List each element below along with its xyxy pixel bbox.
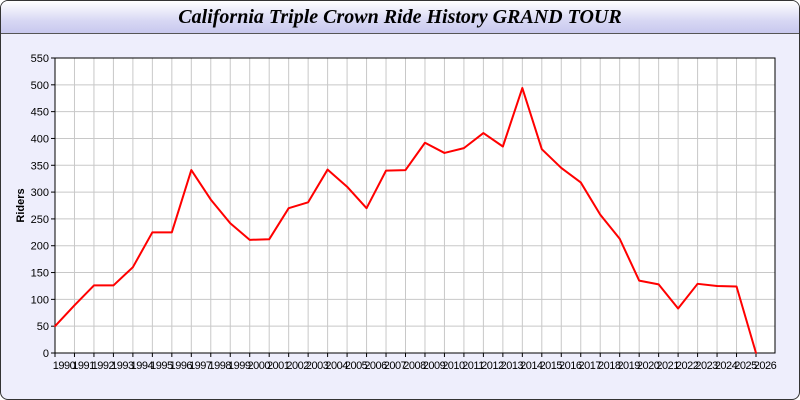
y-tick-label: 550 [31,53,49,65]
data-point [424,141,426,144]
data-point [365,207,368,209]
data-point [112,284,115,287]
data-point [560,167,563,169]
x-tick-label: 1994 [131,360,154,372]
y-tick-label: 0 [43,348,49,360]
x-tick-label: 2024 [715,360,738,372]
x-tick-label: 2018 [598,360,621,372]
data-point [599,213,602,216]
data-point [248,239,251,241]
y-tick-label: 450 [31,107,49,119]
x-tick-label: 1997 [189,360,212,372]
data-point [482,132,485,134]
y-tick-label: 250 [31,214,49,226]
data-point [307,201,309,204]
data-point [287,207,290,209]
x-tick-label: 2020 [637,360,660,372]
data-point [326,168,329,171]
data-point [755,352,757,354]
data-point [541,148,543,150]
data-point [346,185,348,188]
title-bar: California Triple Crown Ride History GRA… [1,1,799,34]
data-point [716,285,718,287]
data-point [190,169,193,171]
x-tick-label: 2026 [754,360,777,372]
chart-title: California Triple Crown Ride History GRA… [178,6,622,28]
x-tick-label: 2001 [267,360,290,372]
x-tick-label: 2002 [286,360,309,372]
x-tick-label: 2021 [656,360,679,372]
x-tick-label: 2010 [442,360,465,372]
x-tick-label: 1995 [150,360,173,372]
x-tick-label: 2016 [559,360,582,372]
x-tick-label: 2003 [306,360,329,372]
x-tick-label: 1991 [72,360,95,372]
data-point [696,283,699,285]
x-tick-label: 2009 [423,360,446,372]
data-point [229,222,232,224]
x-tick-label: 1998 [209,360,232,372]
x-tick-label: 2023 [695,360,718,372]
x-tick-label: 1990 [53,360,76,372]
data-point [677,307,679,310]
data-point [73,304,76,307]
x-tick-label: 1993 [111,360,134,372]
data-point [521,87,524,89]
y-tick-label: 100 [31,294,49,306]
data-point [268,238,270,241]
x-tick-label: 2017 [579,360,602,372]
data-point [404,169,407,171]
x-tick-label: 2008 [403,360,426,372]
data-point [385,169,387,172]
data-point [54,325,56,327]
x-tick-label: 2019 [617,360,640,372]
data-point [579,181,582,184]
data-point [638,279,640,282]
x-tick-label: 2014 [520,360,543,372]
x-tick-label: 2012 [481,360,504,372]
x-tick-label: 1992 [92,360,115,372]
x-tick-label: 2004 [325,360,348,372]
y-tick-label: 200 [31,241,49,253]
data-point [209,198,212,201]
x-tick-label: 2006 [364,360,387,372]
data-point [502,145,504,148]
x-tick-label: 2011 [462,360,484,372]
x-tick-label: 2025 [734,360,757,372]
data-point [618,237,621,240]
y-tick-label: 300 [31,187,49,199]
x-tick-label: 1996 [170,360,193,372]
data-point [93,284,95,287]
x-tick-label: 2005 [345,360,368,372]
x-tick-label: 2013 [501,360,524,372]
data-point [463,147,465,149]
x-tick-label: 2022 [676,360,699,372]
x-tick-label: 2015 [540,360,563,372]
data-point [657,283,660,286]
y-tick-label: 350 [31,160,49,172]
x-tick-label: 1999 [228,360,251,372]
x-tick-label: 2007 [384,360,407,372]
y-tick-label: 500 [31,80,49,92]
data-point [132,266,134,268]
data-point [735,285,738,288]
data-point [171,231,173,234]
y-tick-label: 150 [31,268,49,280]
data-point [443,152,446,154]
data-point [151,231,154,234]
plot-area [55,58,775,353]
plot-border [54,57,776,354]
x-tick-label: 2000 [247,360,270,372]
y-axis-label: Riders [15,188,27,222]
y-tick-label: 50 [37,321,49,333]
y-tick-label: 400 [31,133,49,145]
